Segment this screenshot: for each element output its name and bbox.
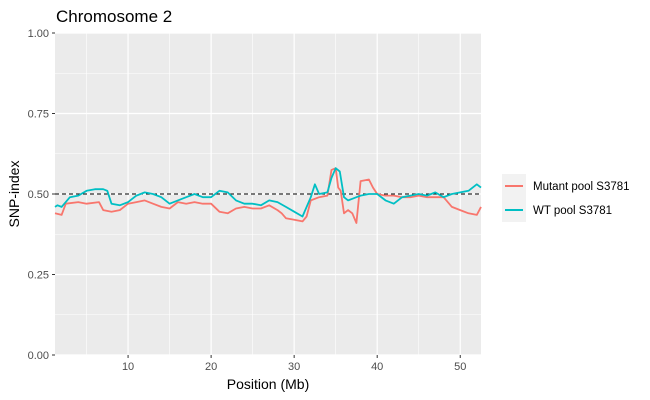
y-axis-title: SNP-index bbox=[6, 161, 22, 228]
y-tick-label: 0.25 bbox=[28, 270, 49, 282]
x-tick-label: 50 bbox=[454, 361, 466, 373]
y-axis: 0.00 0.25 0.50 0.75 1.00 bbox=[28, 28, 55, 362]
y-tick-label: 1.00 bbox=[28, 28, 49, 40]
x-axis: 10 20 30 40 50 bbox=[122, 355, 466, 373]
x-axis-title: Position (Mb) bbox=[227, 376, 309, 392]
legend-label: Mutant pool S3781 bbox=[533, 181, 630, 193]
legend: Mutant pool S3781 WT pool S3781 bbox=[502, 174, 630, 222]
x-tick-label: 10 bbox=[122, 361, 134, 373]
x-tick-label: 40 bbox=[371, 361, 383, 373]
y-tick-label: 0.50 bbox=[28, 189, 49, 201]
y-tick-label: 0.75 bbox=[28, 109, 49, 121]
series-line-2 bbox=[54, 167, 482, 218]
y-tick-label: 0.00 bbox=[28, 350, 49, 362]
x-tick-label: 30 bbox=[288, 361, 300, 373]
chart-title: Chromosome 2 bbox=[56, 7, 172, 26]
legend-label: WT pool S3781 bbox=[533, 205, 612, 217]
series-lines bbox=[54, 167, 482, 224]
x-tick-label: 20 bbox=[205, 361, 217, 373]
